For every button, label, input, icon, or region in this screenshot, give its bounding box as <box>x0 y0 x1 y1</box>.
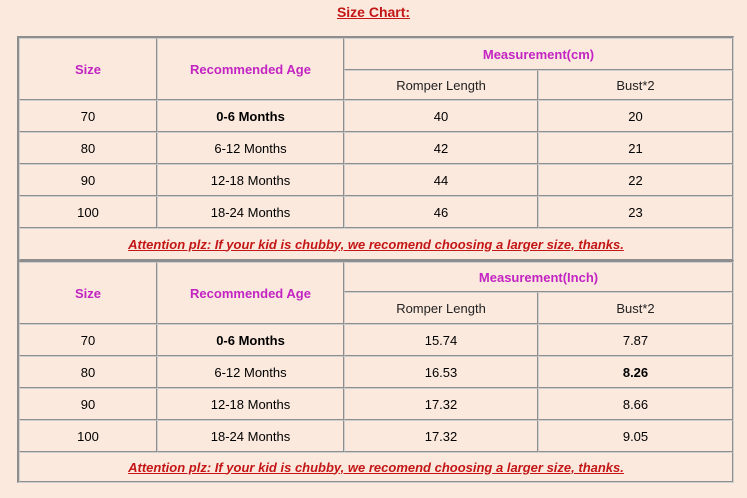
subheader-row: Romper Length Bust*2 <box>19 292 734 324</box>
cell-age: 6-12 Months <box>157 356 344 388</box>
attention-note: Attention plz: If your kid is chubby, we… <box>19 452 734 482</box>
cell-size: 100 <box>19 420 157 452</box>
table-row: 90 12-18 Months 17.32 8.66 <box>19 388 734 420</box>
cell-bust: 8.26 <box>538 356 734 388</box>
table-row: 80 6-12 Months 16.53 8.26 <box>19 356 734 388</box>
cell-size: 80 <box>19 356 157 388</box>
cell-length: 44 <box>344 164 538 196</box>
cell-length: 17.32 <box>344 420 538 452</box>
header-romper-length: Romper Length <box>344 70 538 100</box>
header-measurement: Measurement(cm) <box>344 38 734 70</box>
cell-bust: 9.05 <box>538 420 734 452</box>
cell-bust: 7.87 <box>538 324 734 356</box>
table-row: 80 6-12 Months 42 21 <box>19 132 734 164</box>
cell-age: 18-24 Months <box>157 196 344 228</box>
cell-bust: 20 <box>538 100 734 132</box>
cell-size: 70 <box>19 100 157 132</box>
cell-age: 0-6 Months <box>157 100 344 132</box>
cell-length: 40 <box>344 100 538 132</box>
cell-age: 0-6 Months <box>157 324 344 356</box>
cell-size: 90 <box>19 164 157 196</box>
cell-length: 42 <box>344 132 538 164</box>
table-row: 100 18-24 Months 17.32 9.05 <box>19 420 734 452</box>
header-recommended-age: Recommended Age <box>157 262 344 324</box>
cell-bust: 22 <box>538 164 734 196</box>
header-bust: Bust*2 <box>538 70 734 100</box>
table-row: 70 0-6 Months 15.74 7.87 <box>19 324 734 356</box>
note-row: Attention plz: If your kid is chubby, we… <box>19 452 734 482</box>
subheader-row: Romper Length Bust*2 <box>19 70 734 100</box>
size-chart-title: Size Chart: <box>336 4 411 20</box>
cell-length: 46 <box>344 196 538 228</box>
cell-age: 12-18 Months <box>157 164 344 196</box>
cell-age: 12-18 Months <box>157 388 344 420</box>
header-romper-length: Romper Length <box>344 292 538 324</box>
table-row: 70 0-6 Months 40 20 <box>19 100 734 132</box>
attention-note: Attention plz: If your kid is chubby, we… <box>19 228 734 260</box>
header-recommended-age: Recommended Age <box>157 38 344 100</box>
cell-size: 80 <box>19 132 157 164</box>
table-row: 100 18-24 Months 46 23 <box>19 196 734 228</box>
table-row: 90 12-18 Months 44 22 <box>19 164 734 196</box>
cell-length: 15.74 <box>344 324 538 356</box>
cell-size: 90 <box>19 388 157 420</box>
header-size: Size <box>19 38 157 100</box>
cell-length: 17.32 <box>344 388 538 420</box>
header-measurement: Measurement(Inch) <box>344 262 734 292</box>
header-bust: Bust*2 <box>538 292 734 324</box>
cell-bust: 23 <box>538 196 734 228</box>
note-row: Attention plz: If your kid is chubby, we… <box>19 228 734 260</box>
cell-size: 100 <box>19 196 157 228</box>
header-row: Size Recommended Age Measurement(cm) <box>19 38 734 100</box>
cell-size: 70 <box>19 324 157 356</box>
cell-bust: 21 <box>538 132 734 164</box>
header-size: Size <box>19 262 157 324</box>
cell-bust: 8.66 <box>538 388 734 420</box>
header-row: Size Recommended Age Measurement(Inch) <box>19 262 734 324</box>
cell-age: 18-24 Months <box>157 420 344 452</box>
cell-age: 6-12 Months <box>157 132 344 164</box>
cell-length: 16.53 <box>344 356 538 388</box>
size-table-cm: Size Recommended Age Measurement(cm) Rom… <box>17 36 735 261</box>
size-table-inch: Size Recommended Age Measurement(Inch) R… <box>17 260 735 483</box>
